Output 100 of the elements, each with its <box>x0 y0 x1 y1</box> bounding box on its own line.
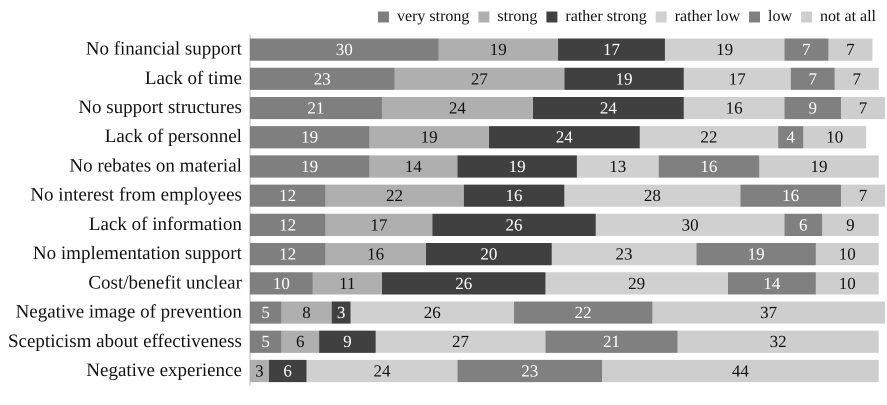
bar <box>545 330 678 353</box>
data-label: 3 <box>336 303 346 322</box>
bar <box>281 330 320 353</box>
legend-label: strong <box>497 8 538 26</box>
y-tick-label: Lack of information <box>88 214 242 235</box>
data-label: 27 <box>470 69 488 88</box>
bar <box>602 360 879 382</box>
bar <box>457 360 602 382</box>
legend-label: very strong <box>396 8 470 26</box>
y-tick-label: Cost/benefit unclear <box>88 272 243 294</box>
bar <box>790 68 835 90</box>
bar <box>369 155 458 178</box>
bar <box>784 38 828 61</box>
data-label: 23 <box>616 244 633 264</box>
bar <box>816 272 879 294</box>
bar <box>514 301 652 324</box>
bar <box>759 155 879 178</box>
data-label: 10 <box>838 244 856 264</box>
bar <box>684 96 784 120</box>
bar <box>457 155 577 178</box>
data-label: 6 <box>799 215 808 234</box>
data-label: 24 <box>448 98 466 118</box>
bar <box>803 126 866 148</box>
data-label: 11 <box>339 274 356 293</box>
data-label: 19 <box>508 156 526 176</box>
data-label: 7 <box>852 69 862 88</box>
bar <box>438 38 558 61</box>
data-label: 7 <box>808 69 818 88</box>
bar <box>558 38 665 61</box>
legend-label: low <box>768 8 792 26</box>
bar <box>325 184 464 207</box>
data-label: 10 <box>826 128 844 147</box>
bar <box>696 243 816 266</box>
data-label: 16 <box>782 186 800 206</box>
bar <box>778 126 804 148</box>
bar <box>552 243 696 266</box>
data-label: 19 <box>420 128 438 147</box>
bar <box>268 360 306 382</box>
bar <box>840 96 885 120</box>
data-label: 6 <box>296 332 304 352</box>
y-tick-label: No support structures <box>78 97 242 118</box>
data-label: 27 <box>452 332 470 352</box>
bar <box>432 214 596 236</box>
bar <box>325 214 432 236</box>
data-label: 9 <box>846 215 855 234</box>
data-label: 26 <box>424 303 441 322</box>
data-label: 3 <box>255 361 264 380</box>
y-tick-label: Lack of time <box>144 68 242 89</box>
data-label: 21 <box>307 98 324 118</box>
data-label: 14 <box>404 156 422 176</box>
data-label: 23 <box>521 361 538 380</box>
data-label: 22 <box>700 128 718 147</box>
data-label: 13 <box>609 156 626 176</box>
data-label: 5 <box>261 332 270 352</box>
bar <box>250 184 326 207</box>
bar <box>325 243 426 266</box>
bar <box>840 184 885 207</box>
bar <box>728 272 816 294</box>
bar <box>464 184 564 207</box>
legend-label: rather strong <box>565 8 647 26</box>
bar <box>369 126 489 148</box>
data-label: 17 <box>602 40 620 60</box>
data-label: 7 <box>858 98 868 118</box>
bar <box>784 214 822 236</box>
data-label: 19 <box>748 244 765 264</box>
bar <box>281 301 332 324</box>
data-label: 16 <box>367 244 384 264</box>
bar <box>382 96 533 120</box>
y-tick-label: Negative image of prevention <box>16 302 242 323</box>
data-label: 6 <box>283 361 292 380</box>
bar <box>250 155 370 178</box>
data-label: 17 <box>370 215 388 234</box>
bar <box>426 243 552 266</box>
data-label: 22 <box>574 303 592 322</box>
data-label: 12 <box>279 244 296 264</box>
data-label: 30 <box>336 40 353 60</box>
bar <box>828 38 872 61</box>
y-tick-label: Lack of personnel <box>104 126 242 148</box>
bar <box>677 330 879 353</box>
data-label: 24 <box>600 98 618 118</box>
bar <box>596 214 784 236</box>
bar <box>250 38 439 61</box>
bar <box>250 330 282 353</box>
data-label: 28 <box>644 186 661 206</box>
y-tick-label: Negative experience <box>86 360 242 381</box>
bar <box>488 126 640 148</box>
bar <box>250 126 370 148</box>
bar <box>740 184 841 207</box>
bar <box>564 68 684 90</box>
bar <box>306 360 458 382</box>
data-label: 20 <box>480 244 498 264</box>
bar <box>684 68 791 90</box>
data-label: 19 <box>716 40 734 60</box>
bar <box>376 330 546 353</box>
bar <box>816 243 879 266</box>
data-label: 19 <box>301 156 318 176</box>
data-label: 23 <box>314 69 331 88</box>
legend-label: not at all <box>820 8 877 26</box>
data-label: 12 <box>279 215 296 234</box>
y-tick-label: No financial support <box>86 38 243 60</box>
